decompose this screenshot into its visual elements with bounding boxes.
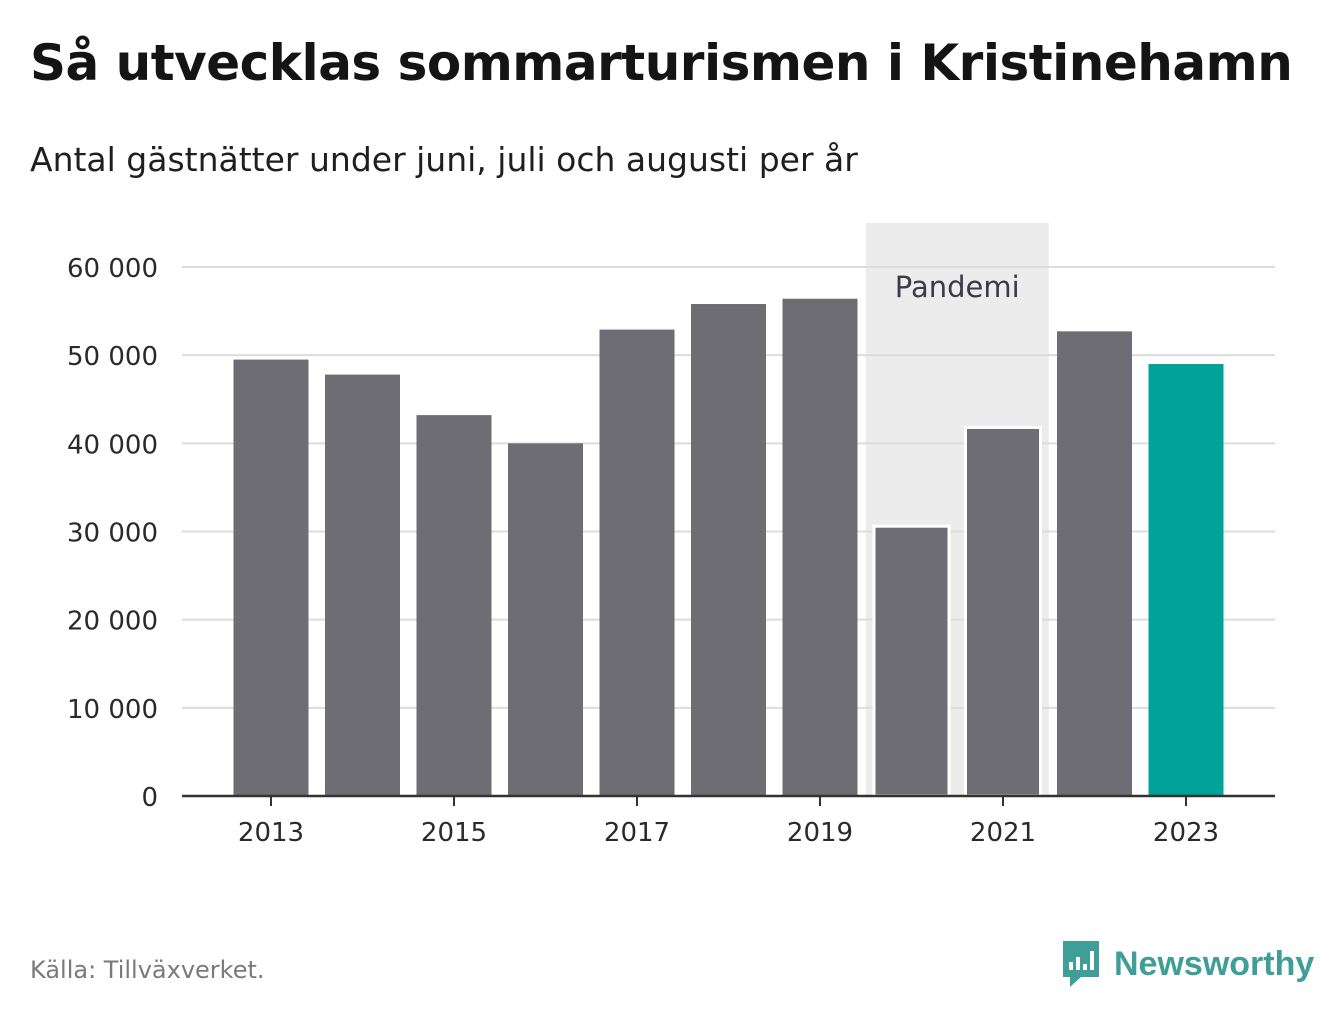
bar-2020: [872, 524, 951, 798]
y-tick-label: 50 000: [67, 342, 158, 372]
y-tick-label: 20 000: [67, 607, 158, 637]
bar-2018: [691, 304, 766, 796]
x-tick-label: 2017: [604, 818, 670, 848]
x-tick-label: 2021: [970, 818, 1036, 848]
bar-2023: [1148, 363, 1224, 796]
x-tick-label: 2015: [421, 818, 487, 848]
y-tick-label: 40 000: [67, 430, 158, 460]
chart-title: Så utvecklas sommarturismen i Kristineha…: [30, 34, 1293, 92]
pandemic-label: Pandemi: [895, 270, 1020, 304]
bar-2017: [599, 329, 675, 796]
chart-subtitle: Antal gästnätter under juni, juli och au…: [30, 140, 858, 179]
bar-2016: [508, 443, 583, 796]
bar-2021: [964, 425, 1042, 798]
y-tick-label: 30 000: [67, 519, 158, 549]
brand-logo: Newsworthy: [1060, 938, 1314, 990]
y-tick-label: 0: [141, 783, 158, 813]
y-tick-label: 60 000: [67, 254, 158, 284]
newsworthy-logo-icon: [1063, 941, 1099, 987]
x-tick-label: 2019: [787, 818, 853, 848]
y-tick-label: 10 000: [67, 695, 158, 725]
bar-2022: [1057, 331, 1132, 796]
brand-name: Newsworthy: [1114, 944, 1315, 983]
source-note: Källa: Tillväxverket.: [30, 956, 265, 984]
x-tick-label: 2023: [1153, 818, 1219, 848]
x-tick-label: 2013: [238, 818, 304, 848]
bar-chart: 0 10 000 20 000 30 000 40 000 50 000 60 000 Pan…: [67, 223, 1275, 848]
bar-2015: [416, 415, 492, 796]
bar-2019: [782, 298, 858, 796]
bar-2013: [233, 359, 309, 796]
bar-2014: [325, 374, 400, 796]
